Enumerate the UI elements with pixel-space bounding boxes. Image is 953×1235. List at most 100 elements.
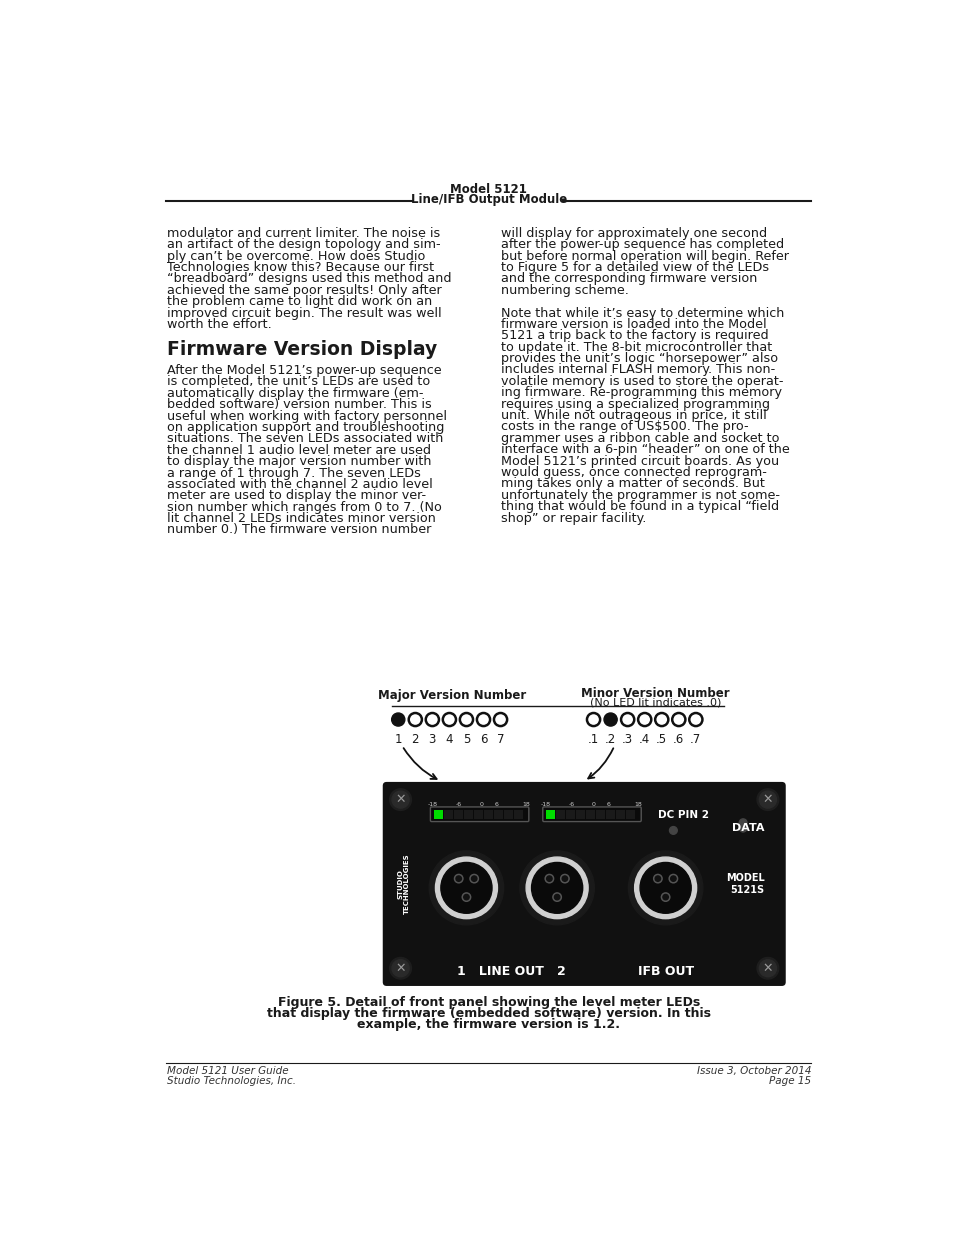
Text: Studio Technologies, Inc.: Studio Technologies, Inc. xyxy=(167,1077,296,1087)
Circle shape xyxy=(440,894,454,908)
Circle shape xyxy=(569,868,582,882)
Text: .7: .7 xyxy=(690,734,700,746)
Text: but before normal operation will begin. Refer: but before normal operation will begin. … xyxy=(500,249,788,263)
Circle shape xyxy=(554,894,559,900)
Text: 5: 5 xyxy=(462,734,470,746)
Text: ply can’t be overcome. How does Studio: ply can’t be overcome. How does Studio xyxy=(167,249,425,263)
Bar xyxy=(625,810,635,819)
Text: number 0.) The firmware version number: number 0.) The firmware version number xyxy=(167,524,431,536)
Text: ming takes only a matter of seconds. But: ming takes only a matter of seconds. But xyxy=(500,478,763,490)
Circle shape xyxy=(677,894,691,908)
Circle shape xyxy=(655,876,659,882)
Circle shape xyxy=(390,957,411,979)
Text: 6: 6 xyxy=(479,734,487,746)
Circle shape xyxy=(531,868,544,882)
Text: 3: 3 xyxy=(428,734,436,746)
Text: provides the unit’s logic “horsepower” also: provides the unit’s logic “horsepower” a… xyxy=(500,352,777,366)
Circle shape xyxy=(560,874,569,883)
Text: Issue 3, October 2014: Issue 3, October 2014 xyxy=(696,1067,810,1077)
Text: -18: -18 xyxy=(428,803,437,808)
Text: meter are used to display the minor ver-: meter are used to display the minor ver- xyxy=(167,489,426,503)
Bar xyxy=(494,810,502,819)
Text: Model 5121: Model 5121 xyxy=(450,183,527,195)
Circle shape xyxy=(677,868,691,882)
Text: -6: -6 xyxy=(456,803,462,808)
Text: 4: 4 xyxy=(445,734,453,746)
Text: that display the firmware (embedded software) version. In this: that display the firmware (embedded soft… xyxy=(267,1007,710,1020)
Bar xyxy=(463,810,472,819)
Text: -18: -18 xyxy=(540,803,550,808)
Text: numbering scheme.: numbering scheme. xyxy=(500,284,628,296)
Bar xyxy=(503,810,512,819)
Text: .1: .1 xyxy=(587,734,598,746)
Circle shape xyxy=(390,789,411,810)
Text: to Figure 5 for a detailed view of the LEDs: to Figure 5 for a detailed view of the L… xyxy=(500,261,768,274)
Circle shape xyxy=(634,857,696,919)
Text: Major Version Number: Major Version Number xyxy=(378,689,526,701)
Text: to display the major version number with: to display the major version number with xyxy=(167,456,432,468)
Circle shape xyxy=(471,876,476,882)
Circle shape xyxy=(670,876,676,882)
Text: ✕: ✕ xyxy=(395,793,405,806)
Text: shop” or repair facility.: shop” or repair facility. xyxy=(500,511,645,525)
Text: would guess, once connected reprogram-: would guess, once connected reprogram- xyxy=(500,466,765,479)
Bar xyxy=(454,810,462,819)
Text: 6: 6 xyxy=(494,803,497,808)
Circle shape xyxy=(463,894,469,900)
Circle shape xyxy=(478,868,492,882)
Text: .5: .5 xyxy=(656,734,666,746)
Text: Page 15: Page 15 xyxy=(768,1077,810,1087)
Text: After the Model 5121’s power-up sequence: After the Model 5121’s power-up sequence xyxy=(167,364,441,377)
Circle shape xyxy=(435,857,497,919)
Circle shape xyxy=(639,862,691,913)
Text: an artifact of the design topology and sim-: an artifact of the design topology and s… xyxy=(167,238,440,251)
Circle shape xyxy=(639,868,653,882)
Text: bedded software) version number. This is: bedded software) version number. This is xyxy=(167,398,432,411)
Text: a range of 1 through 7. The seven LEDs: a range of 1 through 7. The seven LEDs xyxy=(167,467,420,479)
Circle shape xyxy=(456,876,461,882)
Text: sion number which ranges from 0 to 7. (No: sion number which ranges from 0 to 7. (N… xyxy=(167,500,441,514)
Text: worth the effort.: worth the effort. xyxy=(167,317,272,331)
Circle shape xyxy=(546,876,552,882)
Circle shape xyxy=(739,824,746,832)
Circle shape xyxy=(470,874,478,883)
Text: improved circuit begin. The result was well: improved circuit begin. The result was w… xyxy=(167,306,441,320)
Circle shape xyxy=(668,874,677,883)
Text: STUDIO
TECHNOLOGIES: STUDIO TECHNOLOGIES xyxy=(396,853,410,914)
Bar xyxy=(566,810,575,819)
Text: example, the firmware version is 1.2.: example, the firmware version is 1.2. xyxy=(357,1018,619,1030)
Bar xyxy=(443,810,453,819)
FancyBboxPatch shape xyxy=(430,806,528,821)
Text: 7: 7 xyxy=(497,734,504,746)
Text: lit channel 2 LEDs indicates minor version: lit channel 2 LEDs indicates minor versi… xyxy=(167,513,436,525)
Circle shape xyxy=(669,826,677,835)
FancyBboxPatch shape xyxy=(542,806,640,821)
Text: 1   LINE OUT   2: 1 LINE OUT 2 xyxy=(456,965,565,978)
Text: 0: 0 xyxy=(479,803,483,808)
Circle shape xyxy=(757,789,778,810)
Text: 2: 2 xyxy=(411,734,418,746)
Text: useful when working with factory personnel: useful when working with factory personn… xyxy=(167,410,447,422)
Text: Note that while it’s easy to determine which: Note that while it’s easy to determine w… xyxy=(500,306,783,320)
Text: automatically display the firmware (em-: automatically display the firmware (em- xyxy=(167,387,423,400)
Text: volatile memory is used to store the operat-: volatile memory is used to store the ope… xyxy=(500,375,782,388)
Text: “breadboard” designs used this method and: “breadboard” designs used this method an… xyxy=(167,273,452,285)
Text: will display for approximately one second: will display for approximately one secon… xyxy=(500,227,766,240)
Text: -6: -6 xyxy=(568,803,574,808)
Bar xyxy=(546,810,555,819)
Text: modulator and current limiter. The noise is: modulator and current limiter. The noise… xyxy=(167,227,440,240)
Circle shape xyxy=(392,792,409,808)
Text: DC PIN 2: DC PIN 2 xyxy=(658,810,708,820)
Text: achieved the same poor results! Only after: achieved the same poor results! Only aft… xyxy=(167,284,441,296)
Bar xyxy=(483,810,492,819)
Circle shape xyxy=(639,894,653,908)
Circle shape xyxy=(628,851,702,925)
Circle shape xyxy=(440,868,454,882)
Text: Technologies know this? Because our first: Technologies know this? Because our firs… xyxy=(167,261,434,274)
Circle shape xyxy=(569,894,582,908)
Circle shape xyxy=(429,851,503,925)
Text: and the corresponding firmware version: and the corresponding firmware version xyxy=(500,273,756,285)
Circle shape xyxy=(392,713,404,726)
Circle shape xyxy=(440,862,492,913)
Circle shape xyxy=(478,894,492,908)
